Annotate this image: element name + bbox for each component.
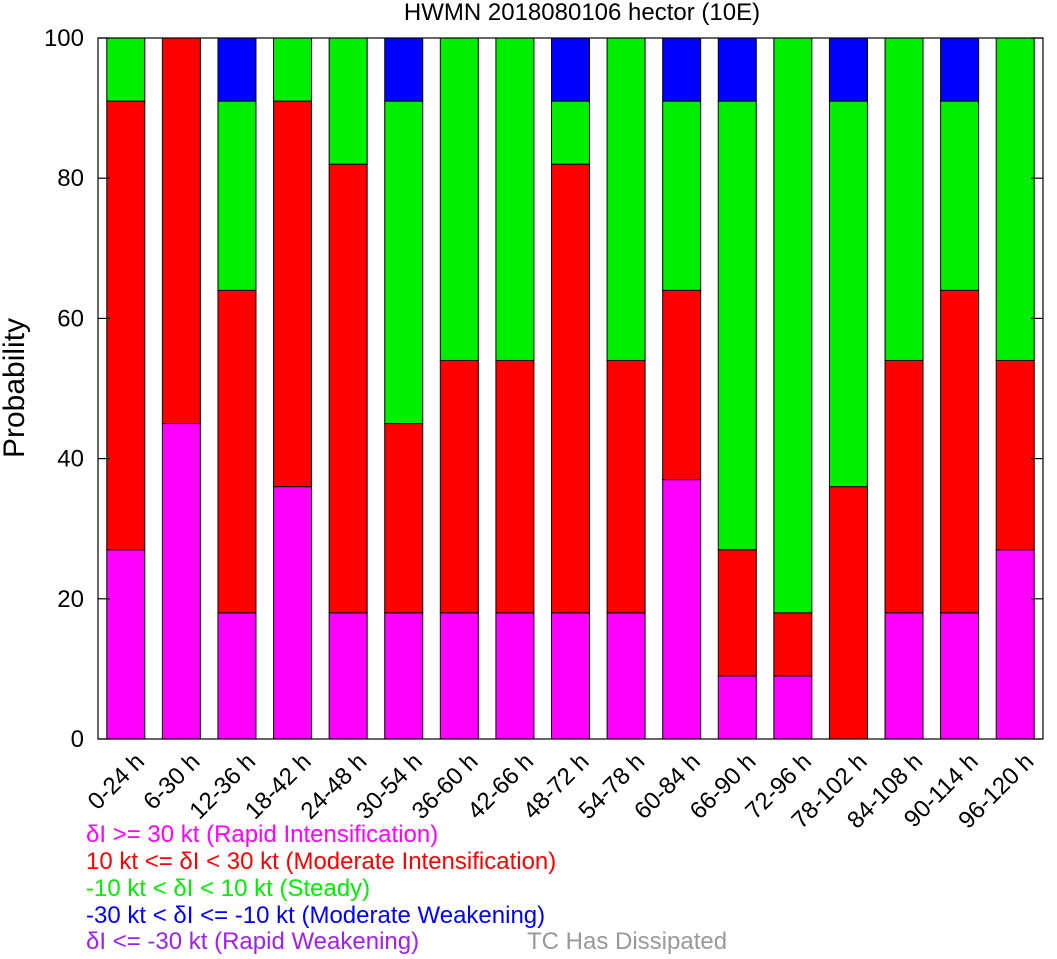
- y-axis-label-group: Probability: [0, 318, 31, 458]
- bar-segment-ri-8: [551, 612, 590, 740]
- bar-segment-ri-16: [995, 549, 1035, 740]
- bar-segment-mi-9: [606, 359, 646, 614]
- bar-segment-st-13: [828, 100, 868, 488]
- bar-segment-ri-4: [328, 612, 368, 740]
- bar-segment-ri-6: [439, 612, 479, 740]
- bar-segment-mi-10: [662, 289, 702, 481]
- y-tick-label-60: 60: [57, 305, 84, 332]
- bar-segment-ri-12: [773, 675, 813, 740]
- bar-segment-mi-4: [328, 163, 368, 614]
- legend-entry-rapid-weakening: δI <= -30 kt (Rapid Weakening): [86, 928, 420, 955]
- bar-segment-mi-13: [828, 486, 868, 740]
- legend-entry-moderate-weakening: -30 kt < δI <= -10 kt (Moderate Weakenin…: [86, 902, 546, 929]
- bar-segment-mw-8: [551, 37, 590, 102]
- bar-segment-mw-13: [828, 37, 868, 102]
- legend-entry-rapid-intensification: δI >= 30 kt (Rapid Intensification): [86, 821, 439, 848]
- y-tick-label-20: 20: [57, 586, 84, 613]
- bar-segment-mi-3: [273, 100, 313, 488]
- bar-segment-st-14: [884, 37, 924, 361]
- bar-segment-ri-2: [217, 612, 257, 740]
- bar-segment-st-5: [384, 100, 424, 425]
- chart-title: HWMN 2018080106 hector (10E): [404, 0, 760, 26]
- bar-segment-mi-0: [106, 100, 146, 551]
- bar-segment-ri-3: [273, 486, 313, 740]
- bar-segment-st-12: [773, 37, 813, 614]
- legend-entry-steady: -10 kt < δI < 10 kt (Steady): [86, 875, 371, 902]
- bar-segment-ri-10: [662, 479, 702, 740]
- bar-segment-mw-2: [217, 37, 257, 102]
- bar-segment-st-8: [551, 100, 590, 165]
- bar-segment-mi-6: [439, 359, 479, 614]
- bar-segment-st-2: [217, 100, 257, 291]
- bar-segment-mi-7: [495, 359, 535, 614]
- bar-segment-mw-10: [662, 37, 702, 102]
- y-tick-label-40: 40: [57, 446, 84, 473]
- bar-segment-mi-16: [995, 359, 1035, 551]
- plot-frame: [97, 37, 1044, 740]
- bar-segment-ri-15: [940, 612, 980, 740]
- bar-segment-ri-7: [495, 612, 535, 740]
- bar-segment-st-0: [106, 37, 146, 102]
- bar-segment-st-6: [439, 37, 479, 361]
- bar-segment-mi-12: [773, 612, 813, 677]
- bar-segment-mi-1: [161, 37, 201, 425]
- dissipated-note: TC Has Dissipated: [527, 928, 728, 955]
- bar-segment-st-9: [606, 37, 646, 361]
- bar-segment-st-16: [995, 37, 1035, 361]
- x-tick-label-0: 0-24 h: [83, 748, 150, 815]
- y-tick-label-0: 0: [71, 726, 84, 753]
- legend-entry-moderate-intensification: 10 kt <= δI < 30 kt (Moderate Intensific…: [86, 848, 557, 875]
- bar-segment-mw-15: [940, 37, 980, 102]
- y-axis-label: Probability: [0, 318, 31, 458]
- y-tick-label-100: 100: [44, 25, 84, 52]
- bar-segment-st-10: [662, 100, 702, 291]
- bar-segment-mi-14: [884, 359, 924, 614]
- bars-layer: [106, 37, 1035, 740]
- bar-segment-mw-11: [717, 37, 757, 102]
- bar-segment-ri-0: [106, 549, 146, 740]
- bar-segment-mi-8: [551, 163, 590, 614]
- bar-segment-st-3: [273, 37, 313, 102]
- bar-segment-mi-15: [940, 289, 980, 614]
- bar-segment-mw-5: [384, 37, 424, 102]
- bar-segment-mi-2: [217, 289, 257, 614]
- bar-segment-st-11: [717, 100, 757, 551]
- bar-segment-mi-11: [717, 549, 757, 677]
- bar-segment-ri-1: [161, 423, 201, 740]
- bar-segment-mi-5: [384, 423, 424, 614]
- bar-segment-ri-9: [606, 612, 646, 740]
- bar-segment-ri-5: [384, 612, 424, 740]
- bar-segment-ri-11: [717, 675, 757, 740]
- y-tick-label-80: 80: [57, 165, 84, 192]
- bar-segment-ri-14: [884, 612, 924, 740]
- bar-segment-st-7: [495, 37, 535, 361]
- bar-segment-st-4: [328, 37, 368, 165]
- bar-segment-st-15: [940, 100, 980, 291]
